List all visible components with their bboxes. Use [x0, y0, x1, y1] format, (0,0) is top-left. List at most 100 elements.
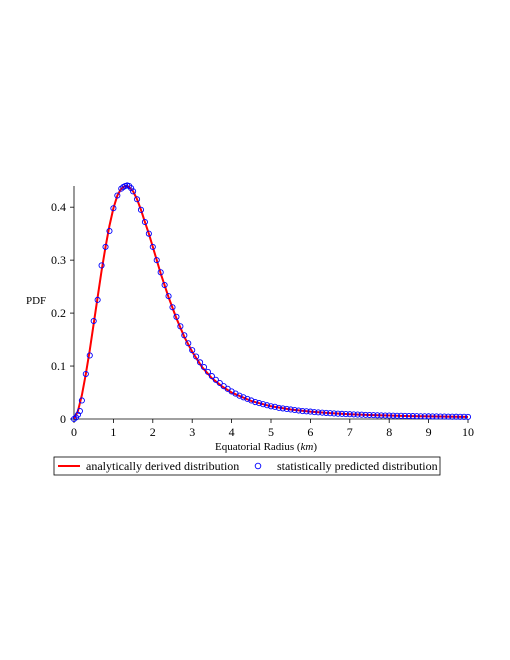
data-point-statistical: [449, 413, 456, 420]
data-point-statistical: [417, 413, 424, 420]
data-point-statistical: [374, 412, 381, 419]
data-point-statistical: [76, 408, 83, 415]
data-point-statistical: [185, 340, 192, 347]
data-point-statistical: [366, 411, 373, 419]
data-point-statistical: [94, 296, 101, 303]
x-tick-label: 2: [150, 425, 156, 439]
data-point-statistical: [240, 394, 247, 401]
data-point-statistical: [299, 408, 306, 415]
data-point-statistical: [421, 413, 428, 420]
y-axis-title: PDF: [26, 295, 46, 307]
data-point-statistical: [252, 398, 259, 406]
data-point-statistical: [173, 313, 180, 320]
x-tick-label: 6: [307, 425, 313, 439]
data-point-statistical: [236, 392, 243, 399]
data-point-statistical: [181, 332, 188, 339]
data-point-statistical: [177, 323, 184, 330]
x-axis-title-main: Equatorial Radius (: [215, 441, 301, 453]
data-point-statistical: [457, 413, 464, 420]
data-point-statistical: [102, 243, 109, 250]
data-point-statistical: [433, 413, 440, 420]
x-axis-title-unit: km: [301, 441, 314, 453]
data-point-statistical: [78, 397, 85, 404]
data-point-statistical: [346, 411, 353, 418]
data-point-statistical: [330, 410, 338, 417]
data-point-statistical: [244, 395, 251, 402]
data-point-statistical: [307, 408, 314, 415]
data-point-statistical: [390, 412, 397, 419]
x-tick-label: 7: [347, 425, 353, 439]
data-point-statistical: [204, 368, 212, 375]
data-point-statistical: [106, 227, 113, 235]
data-point-statistical: [114, 192, 121, 199]
data-point-statistical: [354, 411, 361, 418]
data-point-statistical: [264, 402, 271, 409]
data-point-statistical: [315, 409, 322, 416]
x-tick-label: 0: [71, 425, 77, 439]
x-tick-label: 4: [229, 425, 235, 439]
legend: analytically derived distribution statis…: [53, 456, 441, 476]
data-point-statistical: [149, 243, 156, 250]
data-point-statistical: [291, 406, 298, 414]
data-point-statistical: [445, 413, 452, 420]
plot-area: [70, 182, 472, 423]
data-point-statistical: [141, 218, 148, 226]
data-point-statistical: [437, 413, 444, 420]
data-point-statistical: [98, 262, 105, 269]
data-point-statistical: [216, 379, 223, 387]
y-tick-label: 0.2: [51, 306, 66, 320]
data-point-statistical: [283, 405, 290, 412]
data-point-statistical: [90, 317, 97, 325]
data-point-statistical: [157, 269, 164, 276]
x-ticks: 0 1 2 3 4 5 6 7 8 9 10: [71, 419, 474, 439]
data-point-statistical: [350, 411, 357, 418]
series-line-analytic: [73, 185, 469, 420]
x-tick-label: 3: [189, 425, 195, 439]
y-tick-label: 0: [60, 412, 66, 426]
legend-label-analytic: analytically derived distribution: [86, 459, 239, 473]
data-point-statistical: [441, 413, 448, 420]
data-point-statistical: [193, 353, 200, 360]
data-point-statistical: [394, 412, 401, 419]
data-point-statistical: [275, 404, 282, 411]
data-point-statistical: [287, 406, 294, 413]
data-point-statistical: [319, 409, 326, 416]
data-point-statistical: [279, 405, 286, 412]
data-point-statistical: [429, 413, 436, 420]
data-point-statistical: [358, 411, 365, 418]
data-point-statistical: [197, 359, 204, 366]
data-point-statistical: [267, 403, 275, 410]
data-point-statistical: [82, 370, 89, 378]
data-point-statistical: [323, 409, 330, 416]
y-ticks: 0 0.1 0.2 0.3 0.4: [51, 200, 74, 426]
data-point-statistical: [338, 410, 345, 417]
data-point-statistical: [128, 185, 135, 192]
data-point-statistical: [208, 373, 215, 380]
data-point-statistical: [161, 281, 168, 289]
data-point-statistical: [342, 411, 349, 418]
data-point-statistical: [248, 397, 255, 404]
data-point-statistical: [370, 412, 377, 419]
x-tick-label: 10: [462, 425, 474, 439]
data-point-statistical: [189, 347, 196, 354]
data-point-statistical: [378, 412, 385, 419]
data-point-statistical: [110, 205, 117, 212]
x-tick-label: 8: [386, 425, 392, 439]
data-point-statistical: [453, 413, 460, 420]
data-point-statistical: [425, 413, 432, 420]
data-point-statistical: [334, 410, 342, 417]
data-point-statistical: [409, 413, 416, 420]
data-point-statistical: [256, 400, 263, 407]
legend-marker-swatch: [254, 462, 262, 470]
data-point-statistical: [461, 413, 468, 420]
x-axis-title-close: ): [313, 441, 317, 453]
data-point-statistical: [397, 412, 405, 419]
data-point-statistical: [464, 413, 472, 420]
data-point-statistical: [145, 230, 152, 237]
x-tick-label: 9: [426, 425, 432, 439]
data-point-statistical: [133, 196, 141, 203]
legend-label-statistical: statistically predicted distribution: [277, 459, 438, 473]
data-point-statistical: [271, 403, 278, 410]
x-axis-title: Equatorial Radius (km): [215, 441, 317, 453]
